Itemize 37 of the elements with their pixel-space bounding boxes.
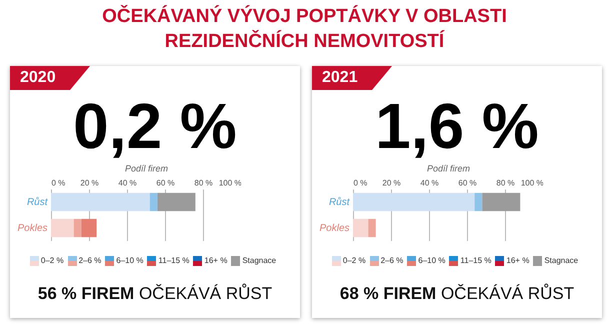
- legend-label: 11–15 %: [460, 256, 492, 266]
- legend-label: 0–2 %: [40, 256, 64, 266]
- chart-title: 2021: [312, 66, 392, 90]
- legend-label: 6–10 %: [116, 256, 144, 266]
- y-tick-label: Pokles: [319, 223, 350, 234]
- text: 1,6 %: [374, 89, 540, 164]
- y-tick-label: Pokles: [17, 223, 48, 234]
- chart-title: 2020: [10, 66, 90, 90]
- legend-label: 6–10 %: [418, 256, 446, 266]
- text: OČEKÁVANÝ VÝVOJ POPTÁVKY V OBLASTI REZIDENČNÍCH NEMOVITOSTÍ: [101, 4, 508, 54]
- y-tick-label: Růst: [328, 196, 351, 208]
- text: 68 % FIREM OČEKÁVÁ RŮST: [338, 284, 576, 304]
- x-tick-label: 100 %: [218, 178, 242, 188]
- x-tick-label: 80 %: [194, 178, 213, 188]
- legend-label: 16+ %: [204, 256, 228, 266]
- legend-label: 0–2 %: [342, 256, 366, 266]
- x-tick-label: 0 %: [354, 178, 368, 188]
- x-tick-label: 80 %: [496, 178, 515, 188]
- legend-label: 2–6 %: [380, 256, 404, 266]
- x-tick-label: 20 %: [382, 178, 401, 188]
- text: 56 % FIREM OČEKÁVÁ RŮST: [36, 284, 274, 304]
- x-tick-label: 100 %: [520, 178, 544, 188]
- x-tick-label: 60 %: [458, 178, 477, 188]
- legend-label: Stagnace: [242, 256, 276, 266]
- x-tick-label: 20 %: [80, 178, 99, 188]
- x-axis-title: Podíl firem: [426, 164, 471, 174]
- legend-label: 2–6 %: [78, 256, 102, 266]
- text: 0,2 %: [72, 89, 238, 164]
- y-tick-label: Růst: [26, 196, 49, 208]
- legend-label: 11–15 %: [158, 256, 190, 266]
- x-tick-label: 60 %: [156, 178, 175, 188]
- x-tick-label: 40 %: [420, 178, 439, 188]
- legend-label: Stagnace: [544, 256, 578, 266]
- x-axis-title: Podíl firem: [124, 164, 169, 174]
- x-tick-label: 0 %: [52, 178, 66, 188]
- legend-label: 16+ %: [506, 256, 530, 266]
- x-tick-label: 40 %: [118, 178, 137, 188]
